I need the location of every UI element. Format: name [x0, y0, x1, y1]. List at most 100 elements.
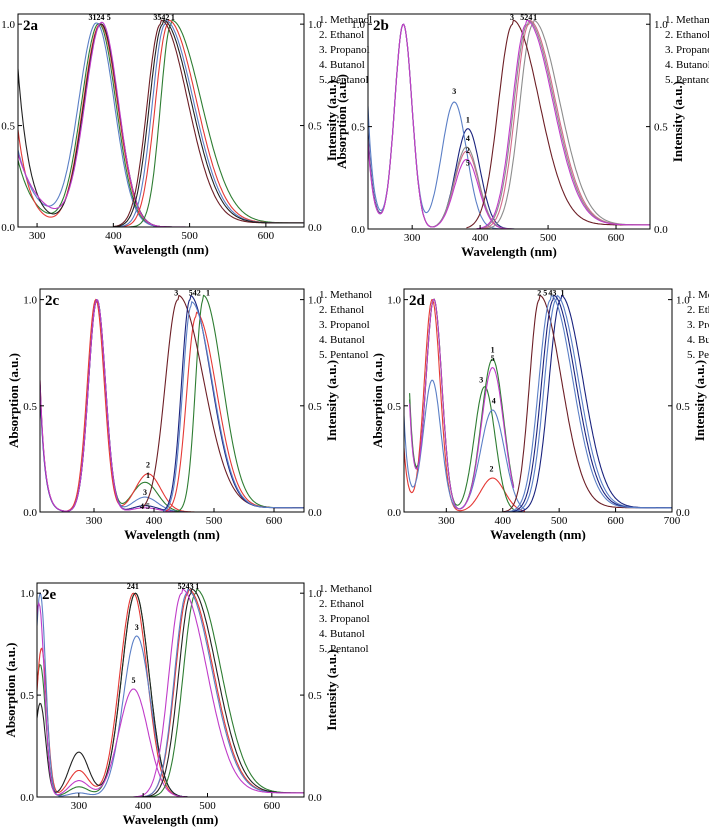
- legend-entry: 5. Pentanol: [665, 74, 709, 86]
- series-line-abs-propanol: [37, 592, 188, 797]
- y-tick-label-right: 1.0: [308, 588, 322, 600]
- peak-label: 52: [520, 13, 528, 22]
- x-tick-label: 600: [607, 515, 624, 527]
- peak-label: 1: [146, 471, 150, 480]
- peak-label: 1: [491, 346, 495, 355]
- y-axis-title-right: Intensity (a.u.): [670, 81, 685, 162]
- peak-label: 1: [171, 13, 175, 22]
- chart-panel-2a: 300 400 500 600 0.0 0.0 0.5 0.5 1.0 1.0 2a Waveleng…: [1, 13, 372, 257]
- series-line-abs-propanol: [409, 298, 515, 510]
- series-line-abs-ethanol: [37, 592, 188, 797]
- peak-label: 2: [489, 465, 493, 474]
- peak-label: 5: [491, 354, 495, 363]
- y-axis-title-right: Intensity (a.u.): [324, 80, 339, 161]
- series-line-abs-propanol: [368, 23, 548, 229]
- plot-frame: [17, 13, 305, 228]
- y-tick-label-left: 1.0: [20, 588, 34, 600]
- x-tick-label: 300: [438, 515, 455, 527]
- legend-entry: 4. Butanol: [319, 334, 365, 346]
- peak-label: 4: [528, 13, 532, 22]
- series-line-em-pentanol: [162, 300, 304, 512]
- peak-label: 3: [135, 623, 139, 632]
- legend-entry: 4. Butanol: [665, 59, 709, 71]
- x-tick-label: 400: [472, 232, 489, 244]
- y-tick-label-right: 0.0: [676, 507, 690, 519]
- y-tick-label-left: 0.0: [20, 792, 34, 804]
- y-axis-title-right: Intensity (a.u.): [324, 360, 339, 441]
- x-tick-label: 500: [181, 230, 198, 242]
- series-line-abs-ethanol: [368, 23, 548, 229]
- y-axis-title-left: Absorption (a.u.): [370, 353, 385, 448]
- x-tick-label: 600: [264, 800, 281, 812]
- y-tick-label-right: 0.5: [308, 690, 322, 702]
- legend-entry: 2. Ethanol: [319, 304, 364, 316]
- peak-label: 4: [466, 134, 470, 143]
- peak-label: 3542: [153, 13, 169, 22]
- peak-label: 43: [548, 288, 556, 297]
- y-tick-label-right: 0.5: [676, 401, 690, 413]
- plot-frame: [403, 288, 673, 513]
- x-tick-label: 400: [146, 515, 163, 527]
- x-tick-label: 300: [71, 800, 88, 812]
- series-line-em-pentanol: [505, 294, 672, 512]
- series-line-em-ethanol: [165, 311, 304, 512]
- y-tick-label-right: 0.5: [308, 121, 322, 133]
- legend-entry: 1. Methanol: [665, 14, 709, 26]
- legend-entry: 3. Propanol: [319, 319, 370, 331]
- legend-entry: 2. Ethanol: [319, 29, 364, 41]
- x-axis-title: Wavelength (nm): [124, 527, 220, 542]
- peak-label: 3124: [89, 13, 105, 22]
- x-tick-label: 600: [258, 230, 275, 242]
- plot-frame: [367, 13, 651, 230]
- plot-frame: [39, 288, 305, 513]
- series-line-abs-propanol: [18, 22, 190, 227]
- series-line-abs-propanol: [40, 298, 214, 512]
- y-tick-label-right: 0.5: [654, 122, 668, 134]
- y-tick-label-left: 0.0: [1, 222, 15, 234]
- plot-frame: [36, 582, 305, 798]
- series-line-abs-butanol: [40, 298, 214, 512]
- x-tick-label: 700: [664, 515, 681, 527]
- x-tick-label: 600: [266, 515, 283, 527]
- series-line-em-methanol: [139, 588, 304, 797]
- peak-label: 1: [561, 288, 565, 297]
- y-axis-title-right: Intensity (a.u.): [324, 649, 339, 730]
- y-tick-label-right: 0.0: [308, 222, 322, 234]
- panel-label: 2a: [23, 18, 39, 34]
- series-line-abs-butanol: [18, 23, 190, 227]
- y-tick-label-left: 0.0: [387, 507, 401, 519]
- y-tick-label-left: 0.5: [387, 401, 401, 413]
- peak-label: 3: [452, 87, 456, 96]
- x-tick-label: 500: [540, 232, 557, 244]
- peak-label: 1: [466, 116, 470, 125]
- y-axis-title-left: Absorption (a.u.): [6, 353, 21, 448]
- peak-label: 241: [127, 582, 139, 591]
- series-line-em-propanol: [141, 294, 304, 509]
- y-tick-label-left: 0.5: [1, 121, 15, 133]
- y-tick-label-right: 1.0: [308, 295, 322, 307]
- series-line-abs-ethanol: [18, 23, 190, 227]
- peak-label: 1: [206, 288, 210, 297]
- series-group: [37, 588, 304, 797]
- legend-entry: 1. Methanol: [319, 14, 372, 26]
- x-axis-title: Wavelength (nm): [113, 242, 209, 257]
- x-tick-label: 300: [86, 515, 103, 527]
- legend-entry: 5. Pentanol: [319, 643, 369, 655]
- panel-label: 2d: [409, 293, 426, 309]
- y-tick-label-right: 0.0: [654, 224, 668, 236]
- series-line-em-butanol: [505, 294, 672, 512]
- y-tick-label-left: 1.0: [1, 19, 15, 31]
- series-line-em-pentanol: [133, 588, 304, 797]
- x-tick-label: 500: [206, 515, 223, 527]
- panel-label: 2c: [45, 293, 60, 309]
- series-line-abs-methanol: [40, 298, 214, 512]
- peak-label: 5243: [178, 582, 194, 591]
- y-tick-label-right: 0.0: [308, 507, 322, 519]
- peak-label: 2: [466, 146, 470, 155]
- y-tick-label-left: 0.5: [23, 401, 37, 413]
- y-tick-label-left: 0.5: [20, 690, 34, 702]
- x-tick-label: 300: [29, 230, 46, 242]
- series-line-abs-pentanol: [37, 601, 188, 797]
